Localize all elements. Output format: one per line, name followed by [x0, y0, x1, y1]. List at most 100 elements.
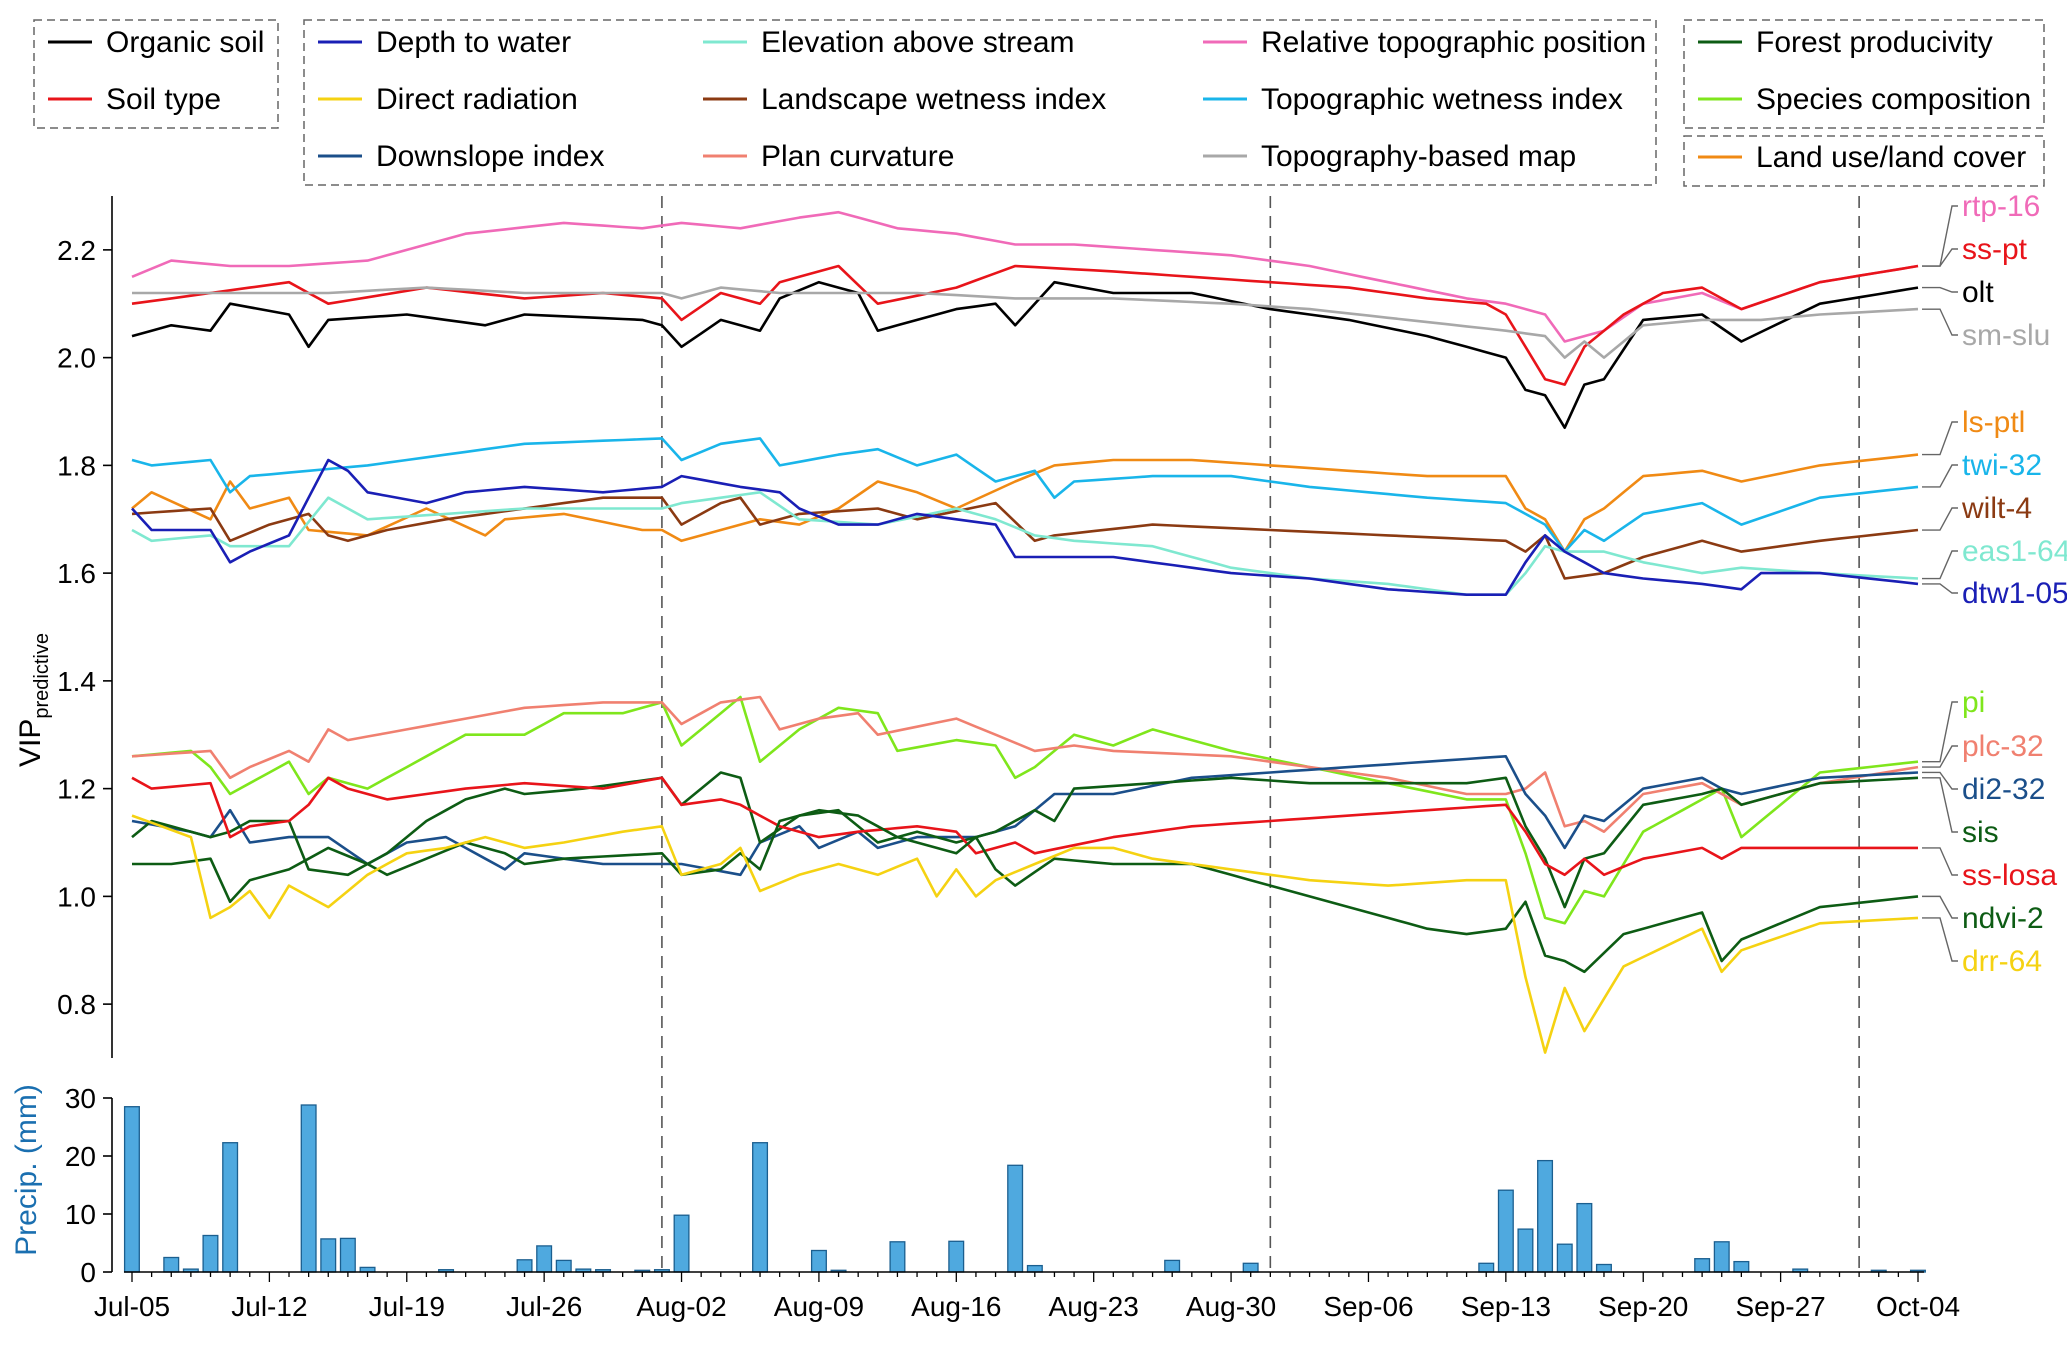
series-lines: [131, 210, 1919, 1054]
x-tick-label: Jul-26: [506, 1291, 582, 1322]
precip-y-tick-label: 20: [65, 1141, 96, 1172]
series-line-eas1-64: [131, 490, 1919, 597]
main-y-tick-label: 1.2: [57, 774, 96, 805]
x-tick-label: Aug-09: [774, 1291, 864, 1322]
x-tick-label: Jul-05: [94, 1291, 170, 1322]
legend-item-land-use-land-cover: Land use/land cover: [1698, 141, 2026, 174]
series-line-twi-32: [131, 437, 1919, 553]
legend-item-topographic-wetness-index: Topographic wetness index: [1203, 83, 1623, 116]
precip-bar: [810, 1249, 827, 1273]
precip-bar: [536, 1245, 553, 1273]
legend-label: Elevation above stream: [761, 26, 1075, 59]
legend-label: Organic soil: [106, 26, 264, 59]
end-label-text: eas1-64: [1962, 535, 2067, 568]
precip-bar: [1007, 1164, 1024, 1273]
legend-label: Topography-based map: [1261, 140, 1576, 173]
precip-bar: [1242, 1262, 1259, 1273]
end-label-leader: [1922, 917, 1958, 962]
series-line-di2-32: [131, 754, 1919, 877]
end-label-text: twi-32: [1962, 449, 2042, 482]
end-label-text: dtw1-05: [1962, 577, 2067, 610]
series-line-drr-64: [131, 814, 1919, 1054]
end-label-text: ss-pt: [1962, 233, 2028, 266]
end-label-sm-slu: sm-slu: [1922, 308, 2050, 352]
precip-bar: [300, 1104, 317, 1273]
end-label-dtw1-05: dtw1-05: [1922, 577, 2067, 610]
end-label-plc-32: plc-32: [1922, 730, 2044, 768]
legend-group-2: Depth to water Direct radiation Downslope …: [303, 19, 1657, 186]
precip-bar: [163, 1256, 180, 1273]
end-label-text: sis: [1962, 816, 1999, 849]
legend-group-4: Land use/land cover: [1683, 135, 2045, 187]
x-tick-label: Aug-23: [1049, 1291, 1139, 1322]
legend-box: [1683, 135, 2045, 187]
x-tick-label: Jul-19: [369, 1291, 445, 1322]
end-label-text: olt: [1962, 276, 1994, 309]
reference-vlines: [661, 196, 1860, 1272]
precip-bar: [889, 1241, 906, 1273]
x-tick-label: Sep-20: [1598, 1291, 1688, 1322]
main-y-axis-title: VIPpredictive: [14, 633, 53, 767]
main-y-tick-label: 1.6: [57, 558, 96, 589]
precip-bar: [320, 1238, 337, 1273]
legend-item-organic-soil: Organic soil: [48, 26, 264, 59]
x-axis: Jul-05 Jul-12 Jul-19 Jul-26 Aug-02 Aug-09 Aug-…: [94, 1271, 1960, 1322]
legend-label: Species composition: [1756, 83, 2031, 116]
main-y-axis: 0.8 1.0 1.2 1.4 1.6 1.8 2.0 2.2: [57, 196, 113, 1058]
legend-item-downslope-index: Downslope index: [318, 140, 604, 173]
x-tick-label: Aug-16: [911, 1291, 1001, 1322]
end-label-text: drr-64: [1962, 945, 2042, 978]
main-y-tick-label: 2.0: [57, 343, 96, 374]
legend-label: Forest producivity: [1756, 26, 1993, 59]
x-tick-label: Sep-13: [1461, 1291, 1551, 1322]
legend-label: Landscape wetness index: [761, 83, 1106, 116]
x-tick-label: Sep-06: [1323, 1291, 1413, 1322]
precip-bar: [1026, 1264, 1043, 1273]
end-label-di2-32: di2-32: [1922, 771, 2045, 806]
series-line-wilt-4: [131, 496, 1919, 580]
end-label-olt: olt: [1922, 276, 1994, 309]
legend-group-3: Forest producivity Species composition: [1683, 19, 2045, 129]
precip-bar: [555, 1259, 572, 1273]
end-label-leader: [1922, 421, 1958, 456]
precip-bar: [948, 1240, 965, 1273]
end-label-text: di2-32: [1962, 773, 2045, 806]
series-line-dtw1-05: [131, 458, 1919, 597]
precip-bar: [202, 1234, 219, 1273]
x-tick-label: Oct-04: [1876, 1291, 1960, 1322]
end-label-rtp-16: rtp-16: [1922, 190, 2040, 267]
end-label-sis: sis: [1922, 777, 1999, 849]
end-label-leader: [1922, 507, 1958, 531]
end-label-leader: [1922, 248, 1958, 267]
end-label-leader: [1922, 701, 1958, 763]
precip-bar: [1497, 1189, 1514, 1273]
main-y-tick-label: 1.0: [57, 881, 96, 912]
precipitation-bars: [123, 1104, 1926, 1273]
precip-y-axis-title: Precip. (mm): [10, 1084, 43, 1256]
legend-item-depth-to-water: Depth to water: [318, 26, 571, 59]
precip-bar: [1576, 1202, 1593, 1273]
end-label-ss-losa: ss-losa: [1922, 847, 2057, 892]
x-tick-label: Aug-02: [636, 1291, 726, 1322]
end-label-text: wilt-4: [1961, 492, 2032, 525]
legend-box: [303, 19, 1657, 186]
legend-group-1: Organic soil Soil type: [33, 19, 279, 129]
legend-label: Direct radiation: [376, 83, 578, 116]
main-y-tick-label: 2.2: [57, 235, 96, 266]
x-tick-label: Aug-30: [1186, 1291, 1276, 1322]
legend-label: Depth to water: [376, 26, 571, 59]
precip-bar: [673, 1214, 690, 1273]
end-label-text: plc-32: [1962, 730, 2044, 763]
precip-bar: [1164, 1259, 1181, 1273]
legend-label: Soil type: [106, 83, 221, 116]
end-label-pi: pi: [1922, 686, 1985, 763]
end-label-leader: [1922, 205, 1958, 267]
legend-item-soil-type: Soil type: [48, 83, 221, 116]
precip-bar: [1733, 1260, 1750, 1273]
series-end-labels: rtp-16 ss-pt olt sm-slu ls-ptl twi-32 wilt-4 ea…: [1922, 190, 2067, 978]
legend-item-landscape-wetness-index: Landscape wetness index: [703, 83, 1106, 116]
legend-item-direct-radiation: Direct radiation: [318, 83, 578, 116]
series-line-ss-losa: [131, 776, 1918, 877]
end-label-leader: [1922, 745, 1958, 768]
